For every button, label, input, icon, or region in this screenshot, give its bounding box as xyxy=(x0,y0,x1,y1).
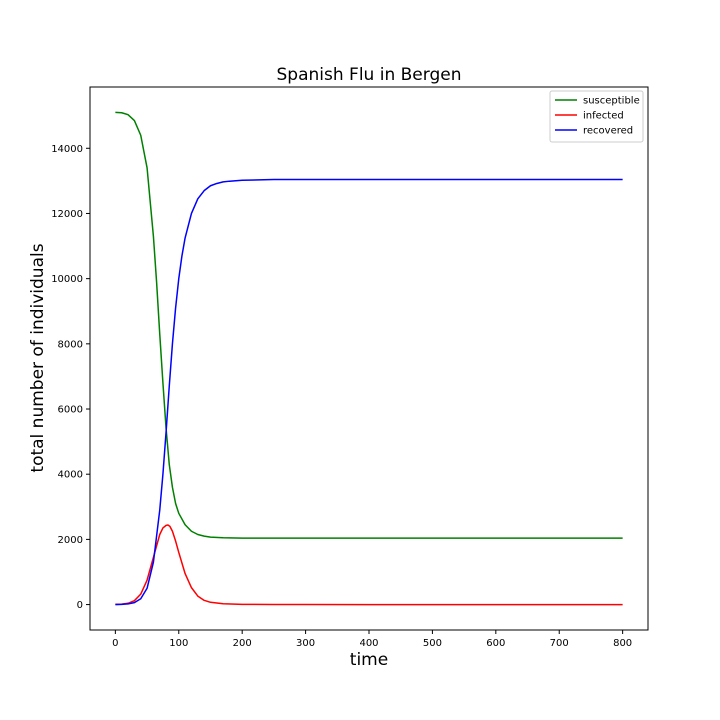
legend: susceptible infected recovered xyxy=(549,90,644,143)
legend-entry-infected: infected xyxy=(583,111,624,122)
x-tick-label: 800 xyxy=(613,638,632,649)
x-tick-label: 200 xyxy=(233,638,252,649)
series-layer xyxy=(115,111,623,606)
y-tick-label: 10000 xyxy=(51,274,83,285)
x-tick-label: 700 xyxy=(550,638,569,649)
x-tick-label: 100 xyxy=(169,638,188,649)
y-tick-label: 4000 xyxy=(58,470,83,481)
y-tick-label: 14000 xyxy=(51,144,83,155)
y-tick-label: 8000 xyxy=(58,339,83,350)
y-tick-label: 2000 xyxy=(58,535,83,546)
y-axis-label: total number of individuals xyxy=(28,243,48,472)
x-tick-label: 0 xyxy=(112,638,118,649)
legend-entry-susceptible: susceptible xyxy=(583,96,640,107)
series-line-recovered xyxy=(115,178,623,606)
x-tick-label: 300 xyxy=(296,638,315,649)
y-axis: 0 2000 4000 6000 8000 10000 12000 14000 xyxy=(51,144,90,611)
y-tick-label: 0 xyxy=(77,600,83,611)
x-tick-label: 400 xyxy=(359,638,378,649)
x-axis: 0 100 200 300 400 500 600 700 800 xyxy=(112,630,632,649)
chart-title: Spanish Flu in Bergen xyxy=(277,65,462,85)
x-tick-label: 500 xyxy=(423,638,442,649)
series-line-infected xyxy=(115,524,623,606)
y-tick-label: 12000 xyxy=(51,209,83,220)
legend-entry-recovered: recovered xyxy=(583,126,633,137)
y-tick-label: 6000 xyxy=(58,405,83,416)
x-axis-label: time xyxy=(350,650,388,670)
series-line-susceptible xyxy=(115,111,623,539)
x-tick-label: 600 xyxy=(486,638,505,649)
